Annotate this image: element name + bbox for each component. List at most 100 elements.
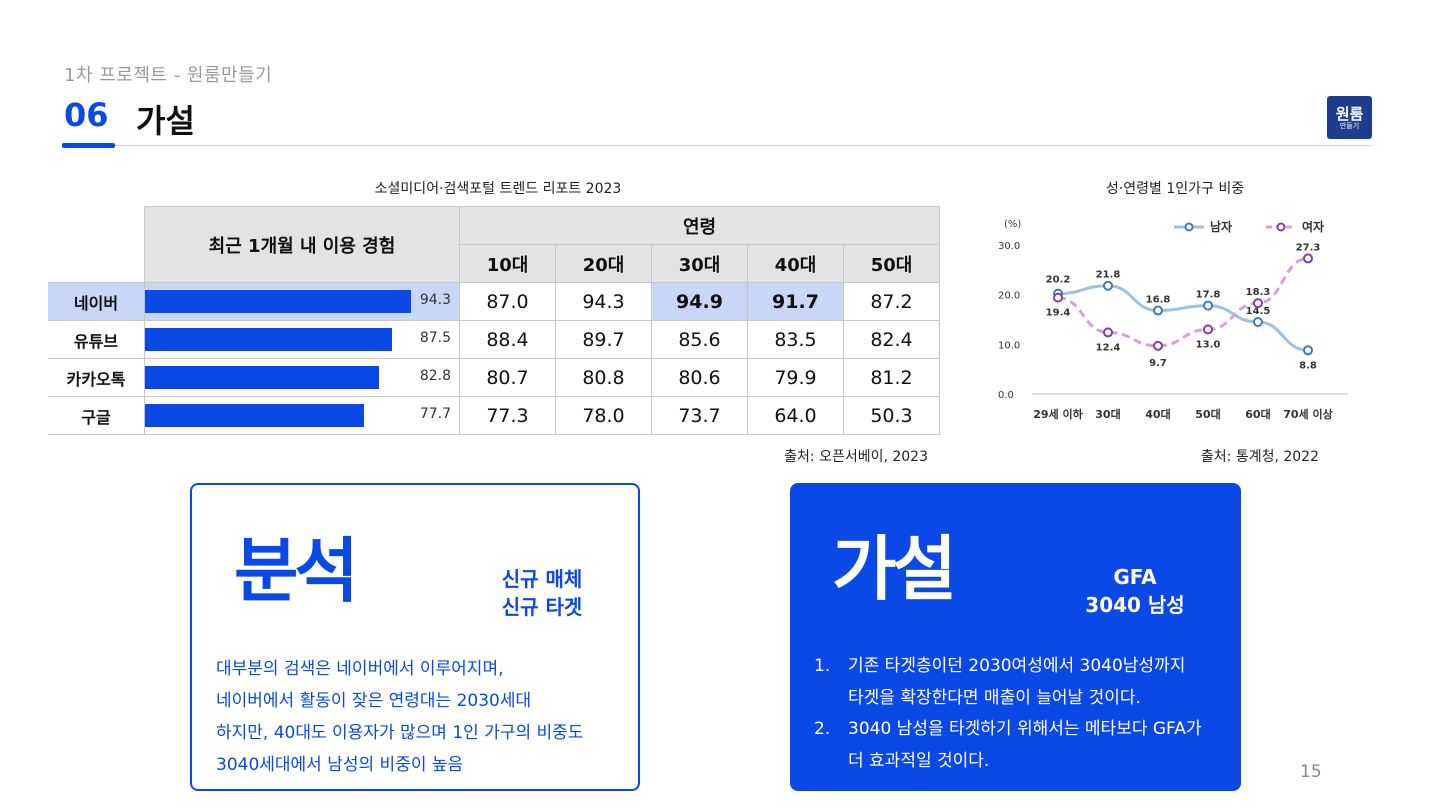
usage-bar — [145, 290, 411, 313]
data-point — [1153, 340, 1163, 351]
data-point — [1253, 298, 1263, 309]
data-label: 8.8 — [1299, 360, 1317, 371]
y-tick-label: 30.0 — [998, 241, 1020, 252]
table-cell: 87.2 — [843, 282, 940, 321]
usage-header: 최근 1개월 내 이용 경험 — [144, 206, 460, 283]
table-row: 구글 77.7 77.3 78.0 73.7 64.0 50.3 — [48, 396, 940, 435]
age-column-header: 30대 — [651, 244, 748, 283]
usage-value: 87.5 — [419, 330, 451, 346]
table-cell: 73.7 — [651, 396, 748, 435]
data-label: 19.4 — [1046, 308, 1071, 319]
table-cell: 94.9 — [651, 282, 748, 321]
data-label: 21.8 — [1096, 270, 1121, 281]
section-number: 06 — [64, 96, 109, 134]
chart-title: 성·연령별 1인가구 비중 — [1105, 181, 1245, 197]
y-tick-label: 20.0 — [998, 291, 1020, 302]
usage-bar — [145, 366, 379, 389]
usage-value: 82.8 — [419, 368, 451, 384]
table-cell: 50.3 — [843, 396, 940, 435]
data-label: 12.4 — [1096, 342, 1121, 353]
header-accent-bar — [62, 143, 115, 148]
hypothesis-line: 기존 타겟층이던 2030여성에서 3040남성까지 — [848, 656, 1186, 676]
analysis-body: 대부분의 검색은 네이버에서 이루어지며, 네이버에서 활동이 잦은 연령대는 … — [216, 653, 626, 781]
data-point — [1253, 316, 1263, 327]
chart-source: 출처: 통계청, 2022 — [1200, 449, 1319, 465]
data-label: 14.5 — [1246, 306, 1271, 317]
table-cell: 94.3 — [555, 282, 652, 321]
analysis-line: 네이버에서 활동이 잦은 연령대는 2030세대 — [216, 691, 532, 711]
data-point — [1203, 324, 1213, 335]
data-point — [1303, 253, 1313, 264]
hypothesis-index: 2. — [814, 719, 831, 739]
hypothesis-line: 타겟을 확장한다면 매출이 늘어날 것이다. — [848, 687, 1141, 708]
table-cell: 82.4 — [843, 320, 940, 359]
analysis-line: 대부분의 검색은 네이버에서 이루어지며, — [216, 659, 504, 679]
x-tick-label: 40대 — [1145, 407, 1170, 421]
y-tick-label: 0.0 — [998, 390, 1014, 401]
data-point — [1303, 345, 1313, 356]
usage-table: 최근 1개월 내 이용 경험 연령 10대 20대 30대 40대 50대 네이… — [48, 206, 940, 435]
table-corner — [48, 206, 145, 283]
data-point — [1103, 280, 1113, 291]
table-cell: 89.7 — [555, 320, 652, 359]
analysis-card: 분석 신규 매체 신규 타겟 대부분의 검색은 네이버에서 이루어지며, 네이버… — [190, 483, 640, 791]
data-label: 9.7 — [1149, 358, 1167, 369]
data-label: 18.3 — [1246, 287, 1271, 298]
header-divider — [62, 145, 1372, 146]
logo-text-sub: 만들기 — [1339, 121, 1360, 130]
analysis-line: 하지만, 40대도 이용자가 많으며 1인 가구의 비중도 — [216, 723, 584, 743]
analysis-title: 분석 — [234, 530, 359, 612]
age-column-header: 40대 — [747, 244, 844, 283]
data-point — [1053, 292, 1063, 303]
row-label: 카카오톡 — [48, 358, 145, 397]
table-cell: 91.7 — [747, 282, 844, 321]
legend-marker — [1276, 222, 1286, 232]
usage-bar-cell: 82.8 — [144, 358, 460, 397]
data-label: 27.3 — [1296, 242, 1321, 253]
usage-value: 94.3 — [419, 292, 451, 308]
row-label: 유튜브 — [48, 320, 145, 359]
hypothesis-tag: GFA — [1113, 565, 1157, 589]
table-cell: 83.5 — [747, 320, 844, 359]
data-label: 13.0 — [1196, 339, 1221, 350]
table-row: 카카오톡 82.8 80.7 80.8 80.6 79.9 81.2 — [48, 358, 940, 397]
table-title: 소셜미디어·검색포털 트렌드 리포트 2023 — [374, 181, 622, 197]
brand-logo: 원룸 만들기 — [1327, 96, 1372, 139]
usage-value: 77.7 — [419, 406, 451, 422]
table-cell: 78.0 — [555, 396, 652, 435]
x-tick-label: 29세 이하 — [1033, 407, 1083, 421]
table-cell: 85.6 — [651, 320, 748, 359]
table-cell: 80.7 — [459, 358, 556, 397]
age-column-header: 50대 — [843, 244, 940, 283]
usage-bar-cell: 87.5 — [144, 320, 460, 359]
table-row: 유튜브 87.5 88.4 89.7 85.6 83.5 82.4 — [48, 320, 940, 359]
table-cell: 79.9 — [747, 358, 844, 397]
x-tick-label: 60대 — [1245, 407, 1270, 421]
table-cell: 87.0 — [459, 282, 556, 321]
analysis-tag: 신규 매체 — [501, 567, 583, 591]
age-column-header: 20대 — [555, 244, 652, 283]
hypothesis-body: 1. 기존 타겟층이던 2030여성에서 3040남성까지 타겟을 확장한다면 … — [814, 651, 1224, 777]
hypothesis-line: 더 효과적일 것이다. — [848, 750, 990, 771]
table-body: 네이버 94.3 87.0 94.3 94.9 91.7 87.2 유튜브 87.5 88.4 89… — [48, 282, 940, 435]
x-tick-label: 70세 이상 — [1283, 407, 1333, 421]
data-point — [1153, 305, 1163, 316]
logo-text-main: 원룸 — [1335, 104, 1364, 123]
legend-marker — [1184, 222, 1194, 232]
hypothesis-title: 가설 — [832, 528, 957, 610]
data-point — [1203, 300, 1213, 311]
hypothesis-tags: GFA 3040 남성 — [1070, 563, 1200, 619]
hypothesis-line: 3040 남성을 타겟하기 위해서는 메타보다 GFA가 — [848, 719, 1202, 739]
age-header: 연령 — [459, 206, 940, 245]
data-label: 17.8 — [1196, 290, 1221, 301]
x-tick-label: 50대 — [1195, 407, 1220, 421]
usage-bar-cell: 94.3 — [144, 282, 460, 321]
table-row: 네이버 94.3 87.0 94.3 94.9 91.7 87.2 — [48, 282, 940, 321]
hypothesis-item: 2. 3040 남성을 타겟하기 위해서는 메타보다 GFA가 더 효과적일 것… — [814, 714, 1224, 777]
data-label: 16.8 — [1146, 295, 1171, 306]
row-label: 구글 — [48, 396, 145, 435]
data-point — [1103, 327, 1113, 338]
data-label: 20.2 — [1046, 275, 1071, 286]
hypothesis-card: 가설 GFA 3040 남성 1. 기존 타겟층이던 2030여성에서 3040… — [790, 483, 1241, 791]
usage-bar — [145, 404, 365, 427]
